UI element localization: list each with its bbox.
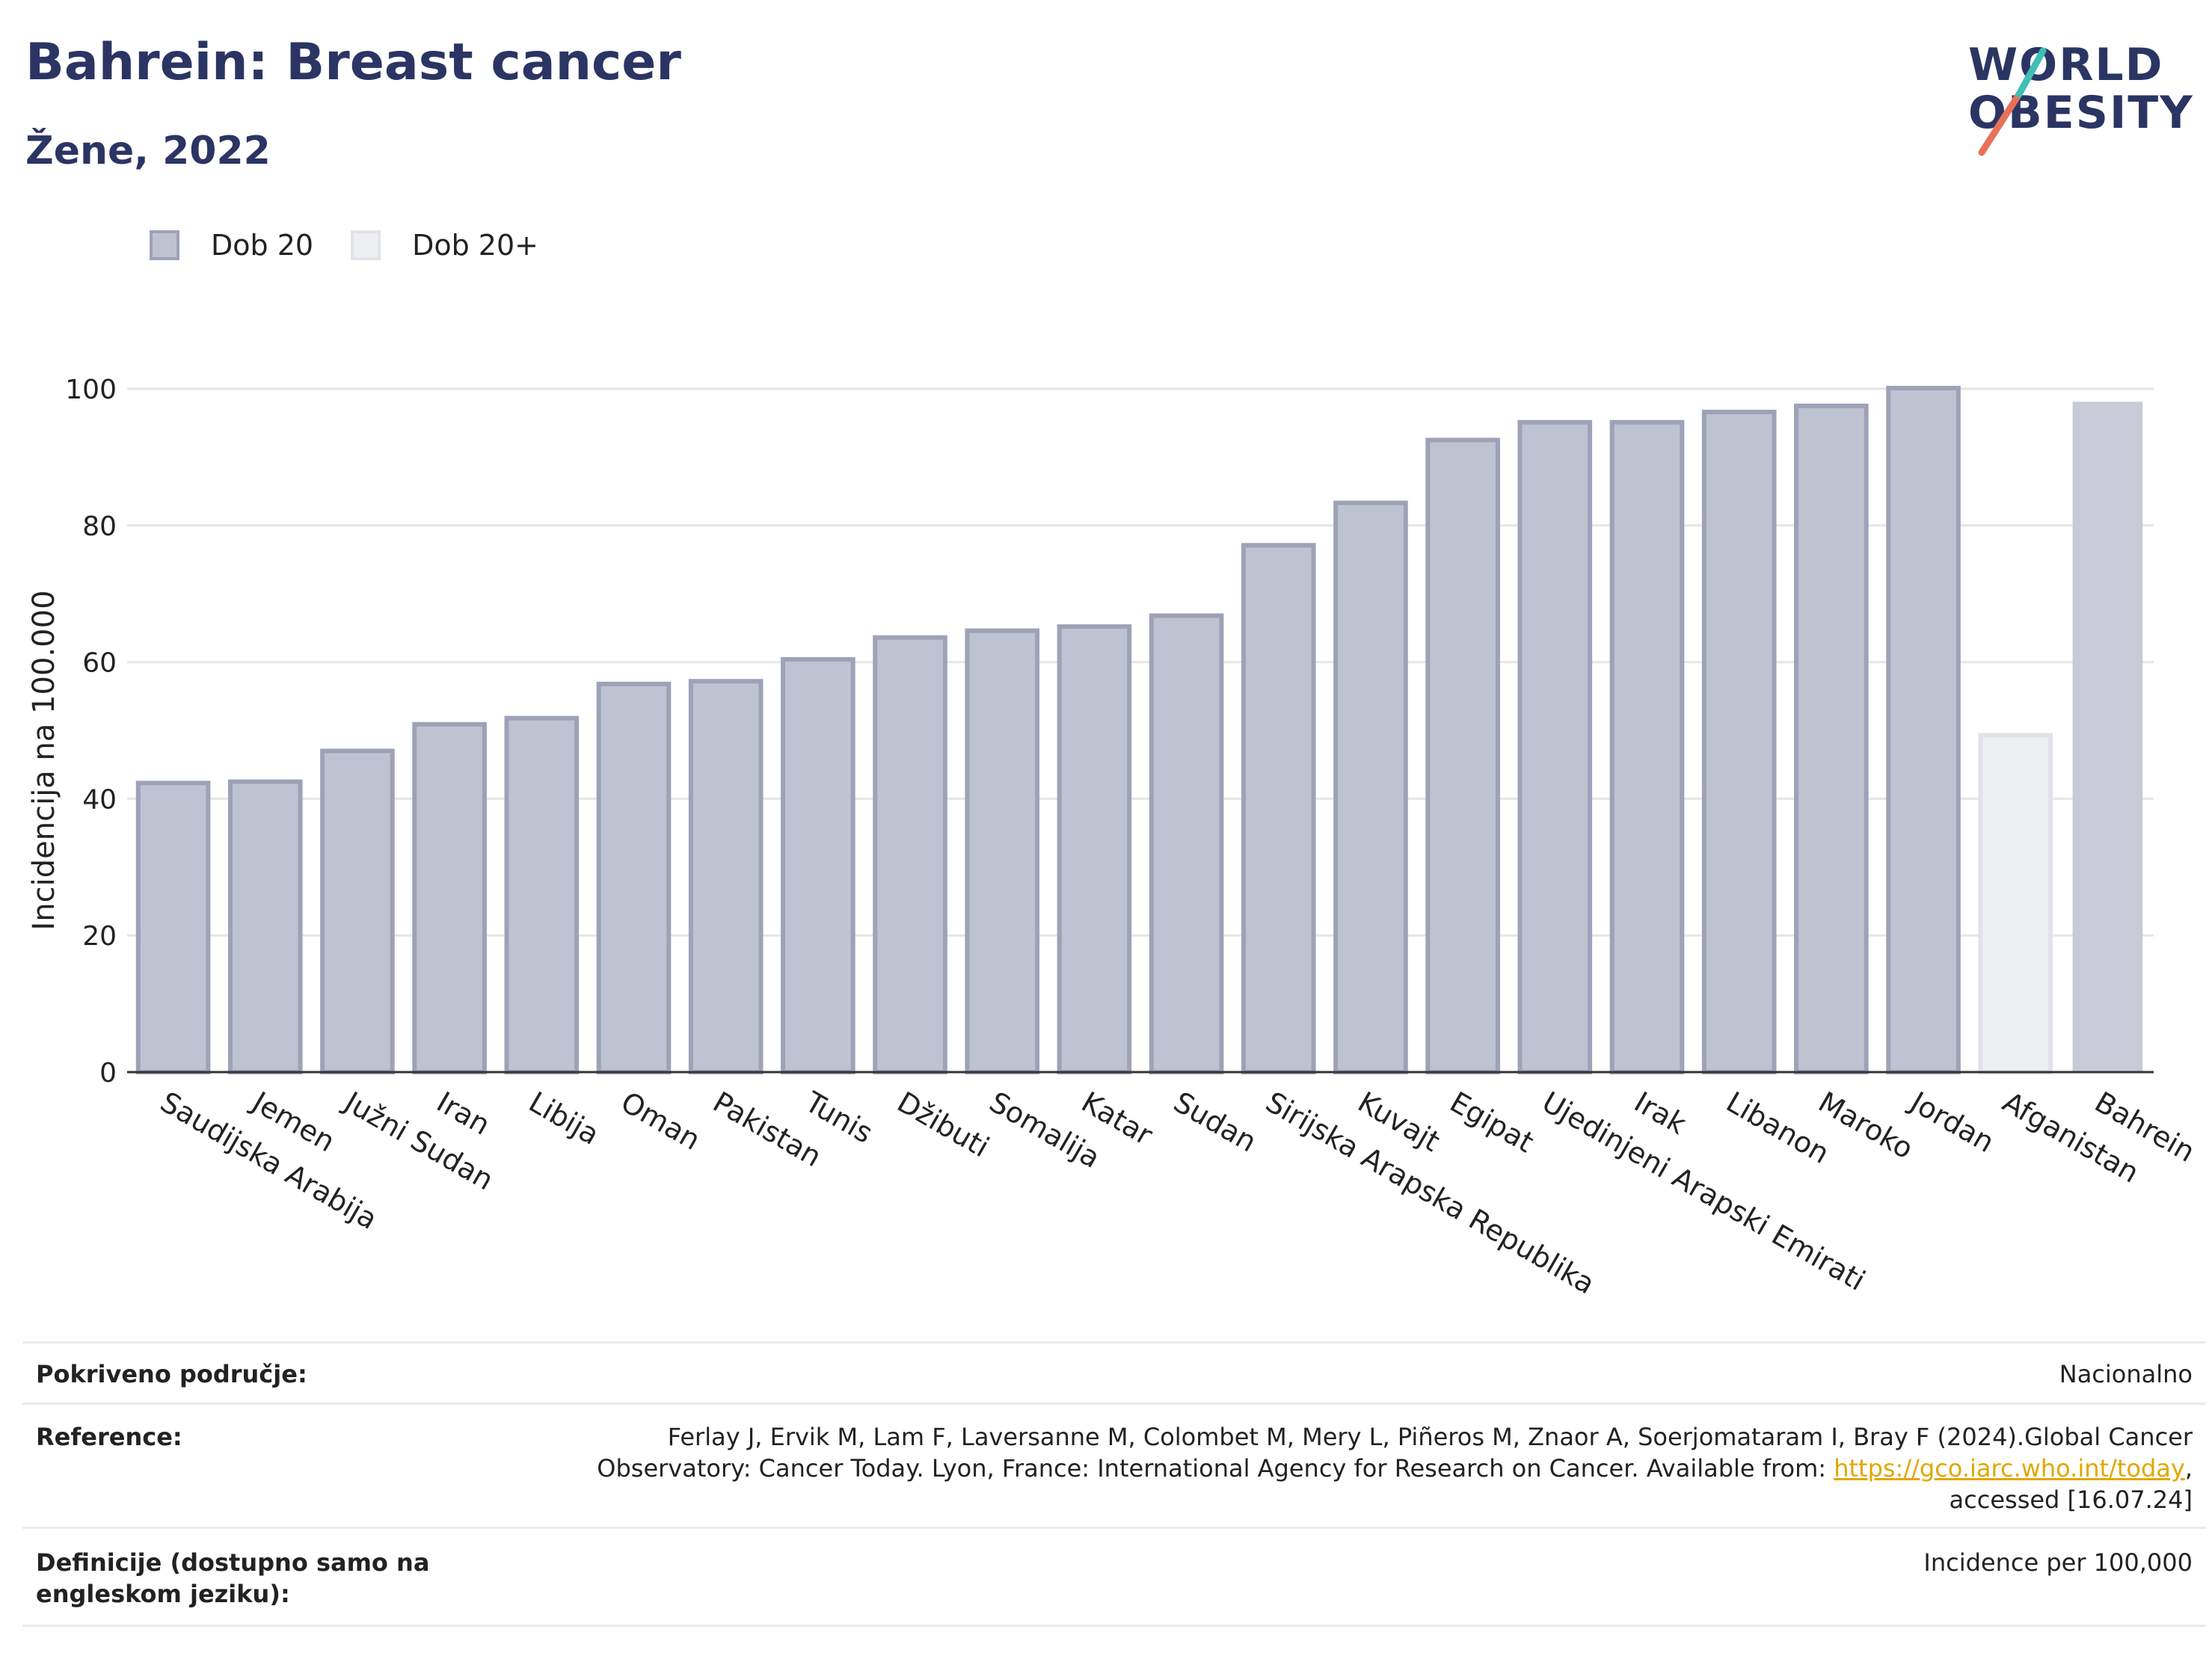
x-tick-label: Iran: [431, 1086, 496, 1142]
reference-line-2: Observatory: Cancer Today. Lyon, France:…: [597, 1453, 2193, 1484]
bar: [1886, 386, 1961, 1074]
legend-swatch-dob-20: [150, 230, 179, 260]
bar: [1794, 403, 1869, 1074]
x-tick-label: Sudan: [1168, 1086, 1262, 1159]
y-axis-label: Incidencija na 100.000: [27, 590, 61, 930]
y-tick-label: 0: [99, 1058, 117, 1089]
reference-line-2-text: Observatory: Cancer Today. Lyon, France:…: [597, 1454, 1834, 1483]
x-tick-label: Egipat: [1445, 1086, 1540, 1160]
bar: [688, 679, 764, 1074]
bar: [1333, 500, 1408, 1074]
world-obesity-logo: WORLD OBESITY: [1959, 21, 2206, 170]
bar: [227, 779, 303, 1075]
bar: [1701, 410, 1777, 1074]
bar: [1057, 624, 1132, 1074]
bar: [2072, 401, 2143, 1072]
info-row-coverage: Pokriveno područje: Nacionalno: [22, 1341, 2206, 1405]
coverage-value: Nacionalno: [2059, 1360, 2193, 1388]
y-tick-label: 40: [82, 784, 117, 815]
reference-value: Ferlay J, Ervik M, Lam F, Laversanne M, …: [597, 1421, 2193, 1515]
bar: [965, 628, 1040, 1074]
bar: [1241, 543, 1316, 1074]
logo-slash-icon: [1978, 47, 2047, 156]
y-tick-label: 20: [82, 921, 117, 952]
info-row-definitions: Definicije (dostupno samo na engleskom j…: [22, 1527, 2206, 1627]
bar: [1609, 419, 1685, 1074]
y-tick-label: 80: [82, 511, 117, 542]
reference-line-1: Ferlay J, Ervik M, Lam F, Laversanne M, …: [667, 1423, 2193, 1451]
info-row-reference: Reference: Ferlay J, Ervik M, Lam F, Lav…: [22, 1403, 2206, 1529]
legend-label-dob-20: Dob 20: [211, 229, 314, 262]
coverage-label: Pokriveno područje:: [36, 1360, 307, 1388]
x-tick-label: Jordan: [1904, 1085, 2000, 1160]
bar: [320, 748, 395, 1074]
legend-swatch-dob-20-plus: [351, 230, 381, 260]
legend-item-dob-20[interactable]: Dob 20: [150, 229, 313, 262]
reference-line-3: accessed [16.07.24]: [1949, 1486, 2193, 1514]
bar: [135, 781, 211, 1075]
legend-item-dob-20-plus[interactable]: Dob 20+: [351, 229, 538, 262]
x-tick-label: Oman: [615, 1086, 706, 1157]
bar: [504, 715, 580, 1074]
bar: [1978, 733, 2053, 1074]
bar: [781, 656, 855, 1074]
bar: [1517, 419, 1593, 1074]
chart-legend: Dob 20 Dob 20+: [150, 224, 576, 266]
definitions-value: Incidence per 100,000: [1923, 1548, 2193, 1577]
x-tick-label: Libanon: [1721, 1086, 1834, 1170]
chart-subtitle: Žene, 2022: [25, 129, 271, 173]
reference-link[interactable]: https://gco.iarc.who.int/today: [1834, 1454, 2185, 1483]
bar: [412, 721, 487, 1074]
logo-line-1: WORLD: [1968, 39, 2164, 91]
x-tick-label: Libija: [523, 1086, 605, 1151]
x-tick-label: Maroko: [1813, 1086, 1919, 1166]
chart-title: Bahrein: Breast cancer: [25, 33, 681, 92]
x-tick-label: Irak: [1629, 1086, 1692, 1141]
y-tick-label: 60: [82, 648, 117, 679]
legend-label-dob-20-plus: Dob 20+: [412, 229, 538, 262]
bar: [873, 635, 947, 1074]
reference-line-2-end: ,: [2184, 1454, 2193, 1483]
definitions-label: Definicije (dostupno samo na engleskom j…: [36, 1548, 430, 1608]
bar: [1149, 613, 1224, 1074]
reference-label: Reference:: [36, 1423, 182, 1451]
bar: [596, 681, 672, 1074]
y-tick-label: 100: [65, 375, 117, 405]
x-tick-label: Džibuti: [892, 1086, 995, 1164]
bar: [1425, 437, 1500, 1074]
